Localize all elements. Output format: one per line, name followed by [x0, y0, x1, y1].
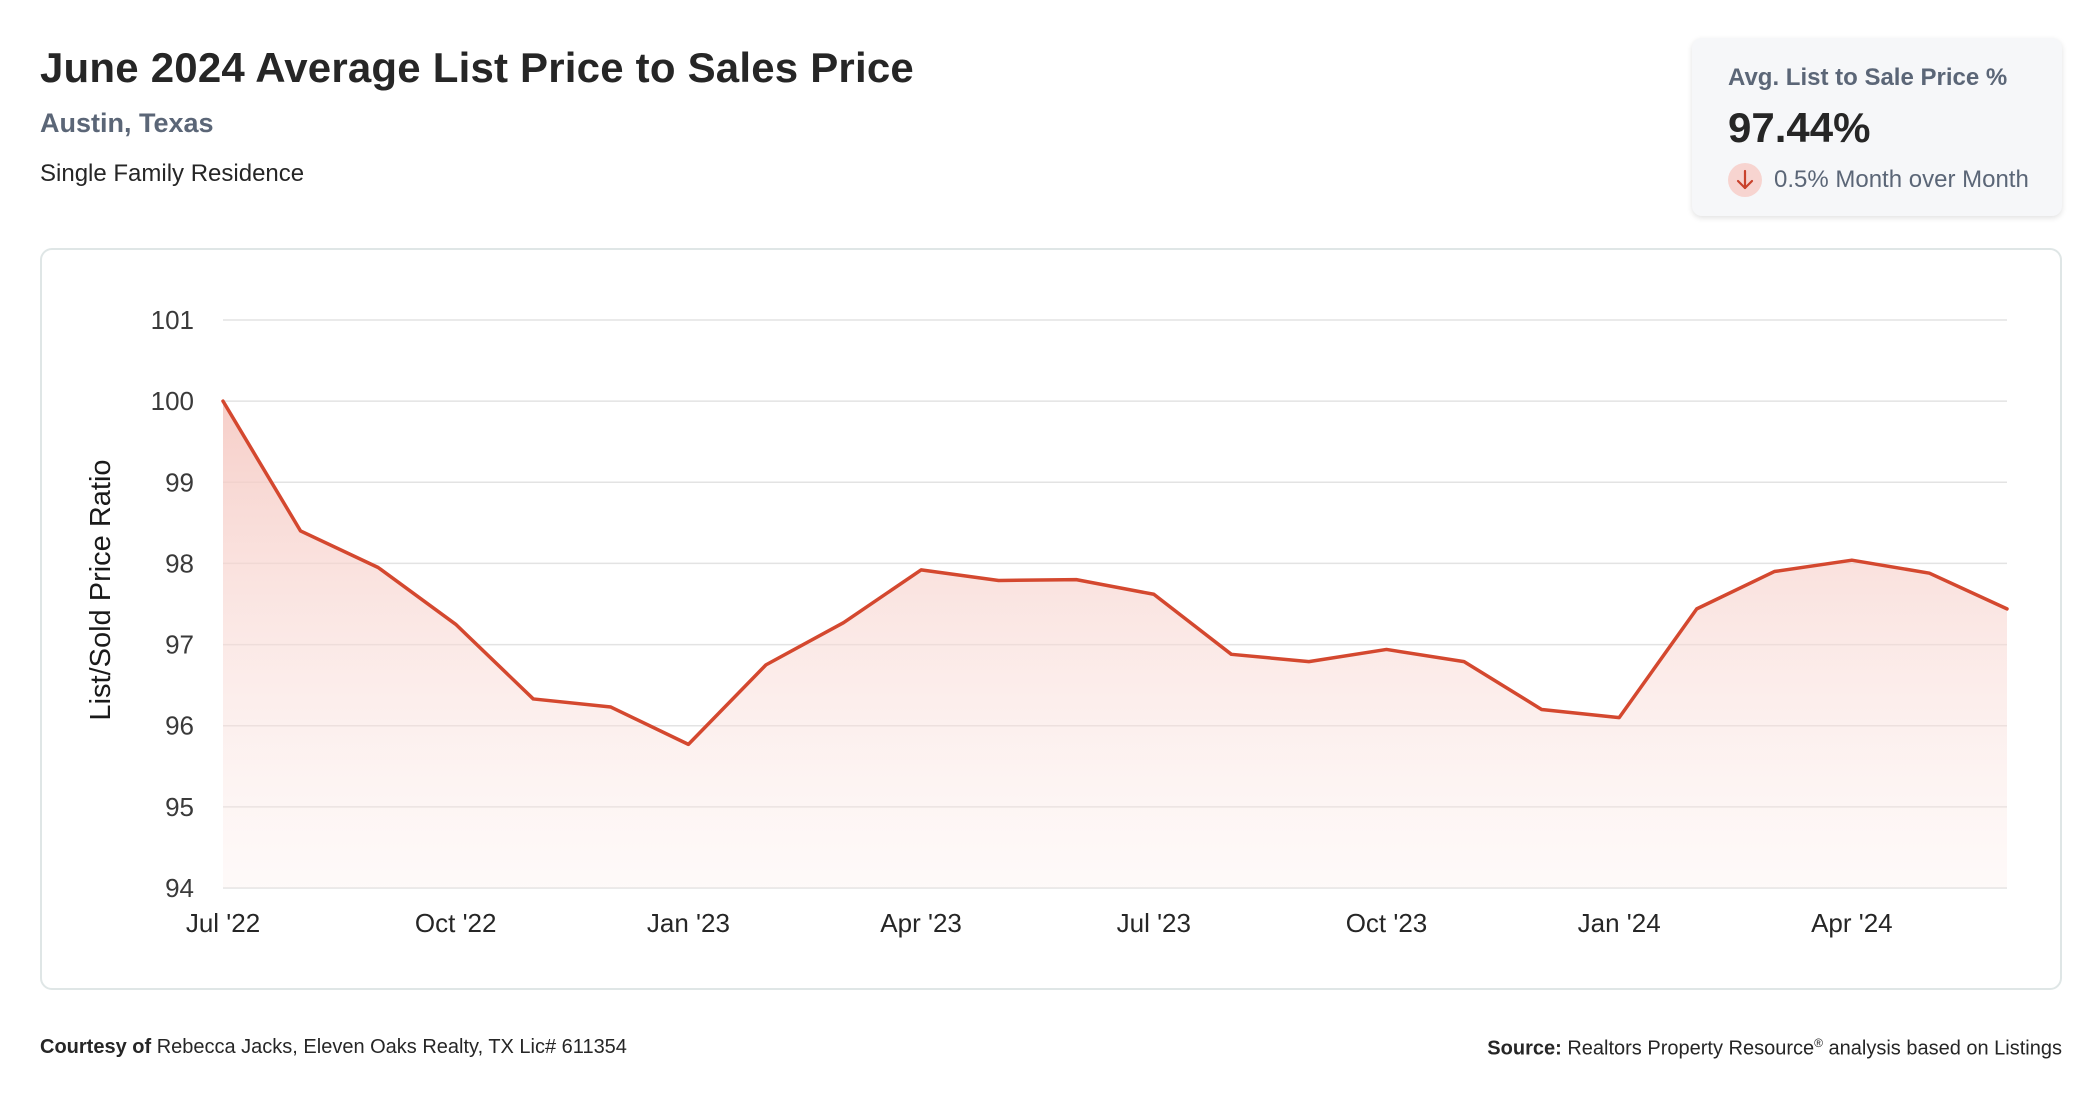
page-title: June 2024 Average List Price to Sales Pr…	[40, 44, 914, 91]
data-point[interactable]	[1228, 651, 1234, 657]
x-tick-label: Apr '24	[1811, 908, 1893, 938]
y-tick-label: 99	[165, 467, 194, 497]
x-tick-label: Jul '23	[1117, 908, 1191, 938]
y-tick-label: 98	[165, 548, 194, 578]
data-point[interactable]	[530, 696, 536, 702]
x-tick-label: Jul '22	[186, 908, 260, 938]
data-point[interactable]	[1073, 577, 1079, 583]
y-tick-label: 95	[165, 792, 194, 822]
data-point[interactable]	[918, 567, 924, 573]
y-tick-label: 96	[165, 711, 194, 741]
source-label: Source:	[1487, 1037, 1562, 1060]
data-point[interactable]	[2004, 606, 2010, 612]
data-point[interactable]	[1151, 591, 1157, 597]
courtesy-label: Courtesy of	[40, 1036, 152, 1058]
y-tick-label: 101	[151, 305, 194, 335]
data-point[interactable]	[1771, 569, 1777, 575]
source-footer: Source: Realtors Property Resource® anal…	[1487, 1036, 2062, 1061]
area-fill	[223, 401, 2007, 888]
source-suffix: analysis based on Listings	[1828, 1037, 2062, 1060]
data-point[interactable]	[1383, 646, 1389, 652]
series-line	[221, 399, 2009, 747]
registered-mark: ®	[1814, 1036, 1823, 1050]
kpi-change-text: 0.5% Month over Month	[1774, 166, 2029, 193]
data-point[interactable]	[685, 741, 691, 747]
data-point[interactable]	[841, 620, 847, 626]
source-name: Realtors Property Resource	[1567, 1037, 1815, 1060]
y-tick-label: 97	[165, 630, 194, 660]
kpi-value: 97.44%	[1728, 104, 1871, 151]
x-tick-label: Jan '24	[1578, 908, 1661, 938]
chart-panel: 101 100 99 98 97 96 95 94 Jul '22 Oct '22 Jan '23…	[40, 248, 2062, 990]
property-type: Single Family Residence	[40, 160, 305, 187]
y-tick-label: 94	[165, 873, 194, 903]
x-tick-label: Apr '23	[880, 908, 962, 938]
courtesy-footer: Courtesy of Rebecca Jacks, Eleven Oaks R…	[40, 1036, 627, 1059]
arrow-down-icon	[1728, 163, 1762, 197]
data-point[interactable]	[1849, 557, 1855, 563]
data-point[interactable]	[1461, 659, 1467, 665]
data-point[interactable]	[1616, 715, 1622, 721]
y-axis-label: List/Sold Price Ratio	[85, 459, 117, 720]
data-point[interactable]	[1306, 659, 1312, 665]
data-point[interactable]	[1694, 606, 1700, 612]
kpi-change-row: 0.5% Month over Month	[1728, 162, 2029, 198]
kpi-label: Avg. List to Sale Price %	[1728, 64, 2008, 91]
x-tick-label: Jan '23	[647, 908, 730, 938]
data-point[interactable]	[220, 398, 226, 404]
data-point[interactable]	[608, 704, 614, 710]
data-point[interactable]	[375, 564, 381, 570]
data-point[interactable]	[996, 577, 1002, 583]
kpi-card: Avg. List to Sale Price % 97.44% 0.5% Mo…	[1692, 38, 2062, 216]
data-point[interactable]	[1539, 706, 1545, 712]
data-point[interactable]	[1926, 570, 1932, 576]
location-subtitle: Austin, Texas	[40, 108, 214, 138]
y-tick-label: 100	[151, 386, 194, 416]
courtesy-text: Rebecca Jacks, Eleven Oaks Realty, TX Li…	[156, 1036, 627, 1058]
data-point[interactable]	[763, 662, 769, 668]
x-tick-label: Oct '22	[415, 908, 497, 938]
data-point[interactable]	[298, 528, 304, 534]
data-point[interactable]	[453, 621, 459, 627]
x-tick-label: Oct '23	[1346, 908, 1428, 938]
line-chart: 101 100 99 98 97 96 95 94 Jul '22 Oct '22 Jan '23…	[85, 305, 2010, 938]
